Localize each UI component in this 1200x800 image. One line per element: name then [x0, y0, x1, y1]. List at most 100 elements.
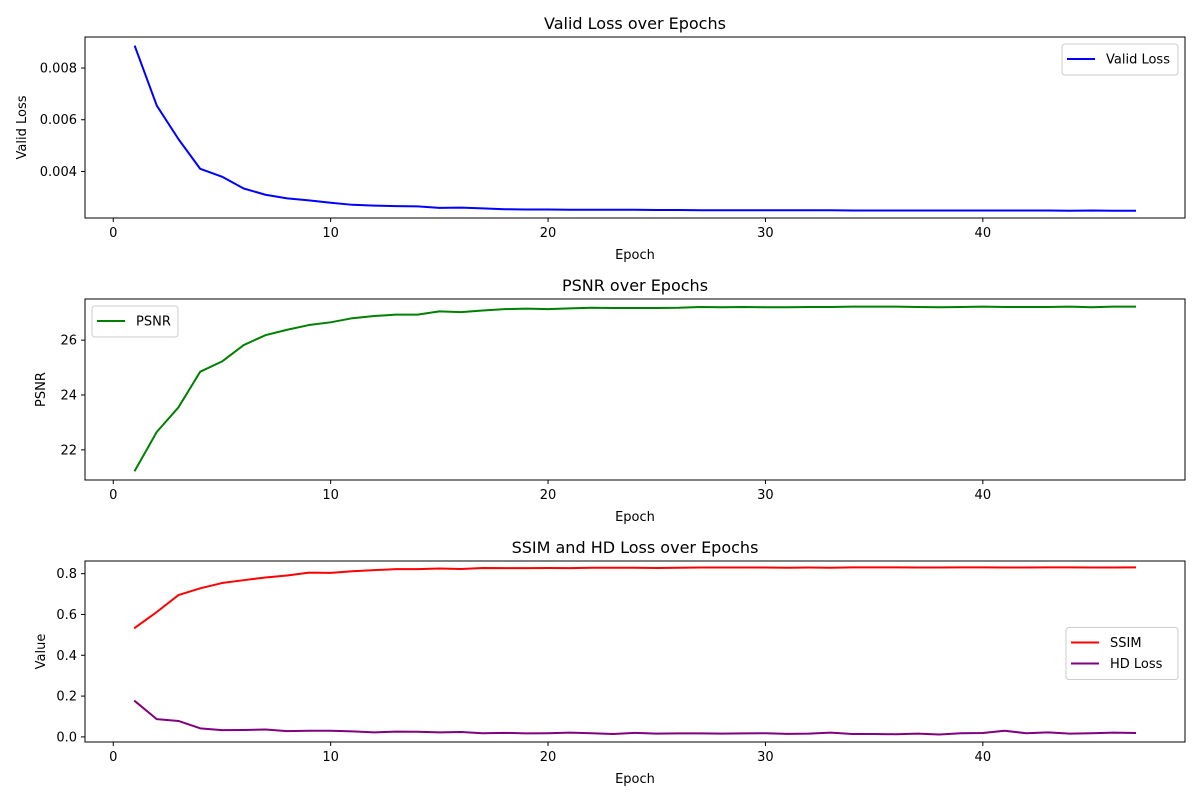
data-point: [156, 611, 158, 613]
x-tick-label: 30: [757, 488, 774, 503]
data-point: [395, 568, 397, 570]
data-point: [1069, 733, 1071, 735]
data-point: [634, 307, 636, 309]
data-point: [351, 204, 353, 206]
data-point: [699, 567, 701, 569]
y-axis-label: PSNR: [34, 372, 49, 407]
data-point: [656, 567, 658, 569]
data-point: [1091, 210, 1093, 212]
data-point: [1047, 731, 1049, 733]
legend-label: HD Loss: [1110, 657, 1163, 672]
data-point: [199, 727, 201, 729]
data-point: [830, 306, 832, 308]
data-point: [612, 733, 614, 735]
data-point: [525, 732, 527, 734]
data-point: [1134, 566, 1136, 568]
data-point: [699, 732, 701, 734]
x-tick-label: 20: [540, 226, 557, 241]
data-point: [1047, 306, 1049, 308]
x-tick-label: 20: [540, 750, 557, 765]
data-point: [656, 209, 658, 211]
data-point: [808, 733, 810, 735]
data-point: [438, 207, 440, 209]
data-point: [895, 733, 897, 735]
data-point: [330, 321, 332, 323]
data-point: [373, 569, 375, 571]
data-point: [873, 306, 875, 308]
data-point: [895, 566, 897, 568]
y-tick-label: 0.004: [40, 165, 77, 180]
data-point: [960, 306, 962, 308]
data-point: [395, 205, 397, 207]
series-line-psnr: [133, 305, 1136, 472]
data-point: [156, 105, 158, 107]
y-tick-label: 24: [60, 388, 77, 403]
data-point: [743, 567, 745, 569]
data-point: [938, 733, 940, 735]
data-point: [547, 567, 549, 569]
data-point: [830, 567, 832, 569]
data-point: [764, 732, 766, 734]
data-point: [373, 205, 375, 207]
data-point: [134, 469, 136, 471]
data-point: [308, 324, 310, 326]
data-point: [938, 306, 940, 308]
data-point: [482, 567, 484, 569]
data-point: [504, 732, 506, 734]
data-point: [395, 314, 397, 316]
x-tick-label: 0: [109, 488, 117, 503]
chart-title: PSNR over Epochs: [562, 276, 708, 295]
y-tick-label: 22: [60, 443, 77, 458]
data-point: [199, 587, 201, 589]
data-point: [1069, 566, 1071, 568]
data-point: [612, 567, 614, 569]
data-point: [612, 307, 614, 309]
data-point: [677, 307, 679, 309]
data-point: [460, 731, 462, 733]
legend-box: [1061, 43, 1179, 76]
data-point: [917, 733, 919, 735]
data-point: [569, 567, 571, 569]
data-point: [504, 567, 506, 569]
data-point: [547, 732, 549, 734]
data-point: [286, 197, 288, 199]
x-tick-label: 30: [757, 750, 774, 765]
data-point: [547, 208, 549, 210]
data-point: [1112, 210, 1114, 212]
data-point: [330, 572, 332, 574]
data-point: [351, 570, 353, 572]
data-point: [1004, 730, 1006, 732]
data-point: [199, 371, 201, 373]
data-point: [764, 209, 766, 211]
data-point: [177, 406, 179, 408]
data-point: [308, 199, 310, 201]
chart-3: SSIM and HD Loss over Epochs 0 10 20 30 40 0.0…: [34, 538, 1186, 787]
data-point: [917, 306, 919, 308]
data-point: [699, 209, 701, 211]
legend-box: [91, 305, 179, 338]
data-point: [895, 210, 897, 212]
data-point: [1025, 732, 1027, 734]
data-point: [417, 205, 419, 207]
data-point: [982, 306, 984, 308]
data-point: [808, 567, 810, 569]
data-point: [417, 731, 419, 733]
data-point: [938, 210, 940, 212]
data-point: [873, 733, 875, 735]
data-point: [1069, 306, 1071, 308]
data-point: [351, 730, 353, 732]
axes-frame: [84, 298, 1186, 481]
data-point: [417, 314, 419, 316]
data-point: [743, 732, 745, 734]
y-tick-label: 26: [60, 334, 77, 349]
data-point: [786, 209, 788, 211]
legend-box: [1065, 627, 1179, 680]
data-point: [1069, 210, 1071, 212]
data-point: [308, 572, 310, 574]
x-tick-label: 0: [109, 750, 117, 765]
data-point: [677, 567, 679, 569]
legend-label: PSNR: [136, 315, 171, 330]
x-tick-label: 10: [322, 750, 339, 765]
